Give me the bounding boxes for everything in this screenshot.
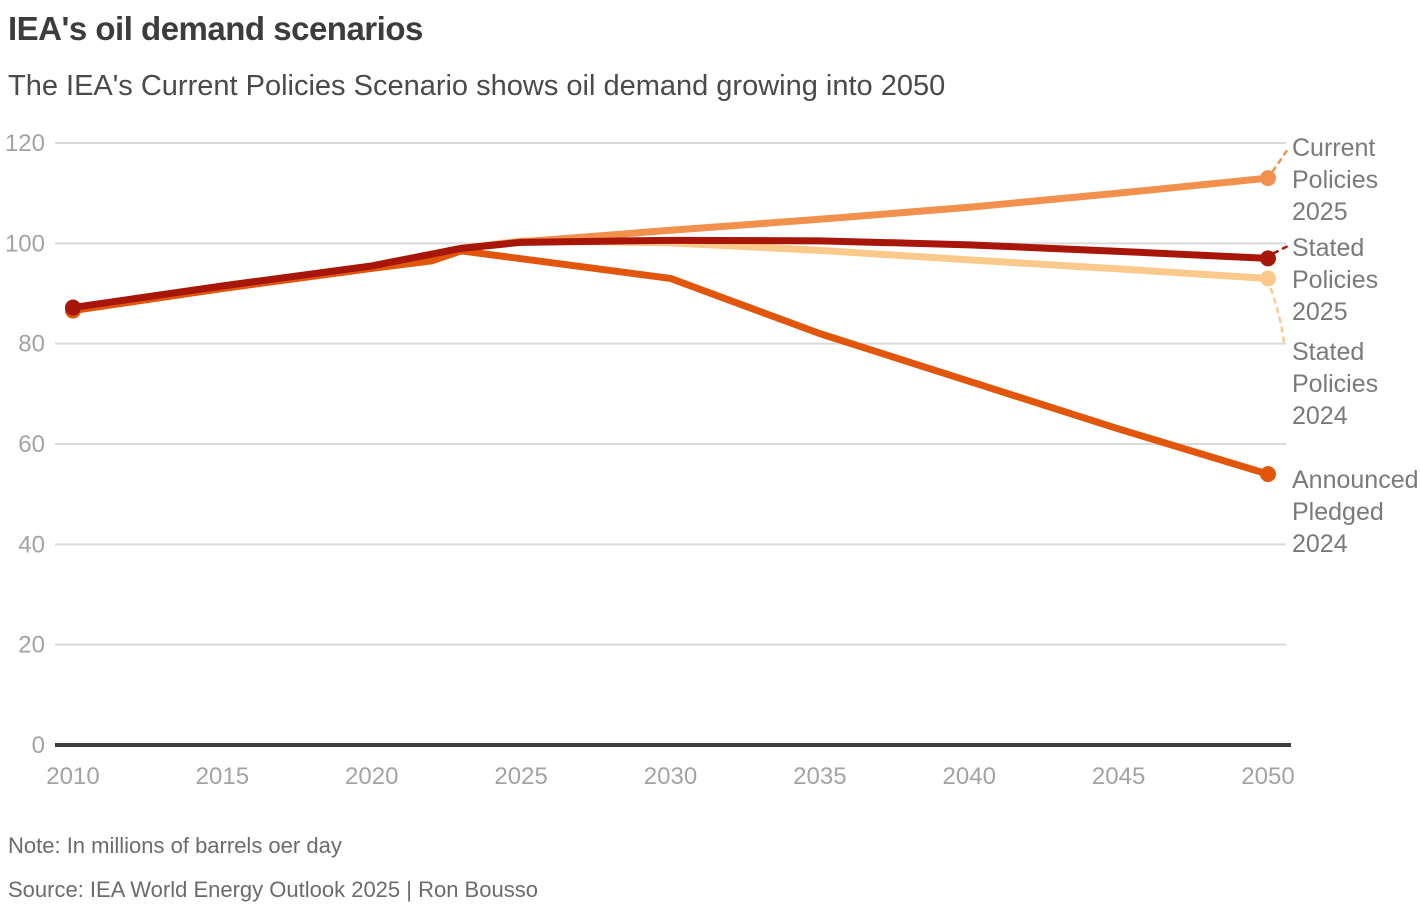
series-label-line: Policies <box>1292 166 1379 194</box>
series-label-line: Policies <box>1292 370 1379 398</box>
x-tick-label-2015: 2015 <box>196 763 249 790</box>
y-tick-label-100: 100 <box>5 230 45 257</box>
series-label-announced-pledged-2024: Announced Pledged 2024 <box>1292 464 1420 560</box>
chart-note: Note: In millions of barrels oer day <box>8 833 342 858</box>
series-label-line: 2024 <box>1292 402 1348 430</box>
series-label-line: 2024 <box>1292 530 1348 558</box>
series-line-stated-policies-2025 <box>72 236 1269 312</box>
series-label-line: 2025 <box>1292 298 1348 326</box>
start-dot <box>65 299 81 316</box>
x-tick-label-2050: 2050 <box>1241 763 1294 790</box>
x-tick-label-2030: 2030 <box>644 763 697 790</box>
x-tick-label-2035: 2035 <box>793 763 846 790</box>
x-tick-label-2040: 2040 <box>943 763 996 790</box>
end-dot-stated-policies-2025 <box>1260 250 1276 267</box>
y-tick-label-120: 120 <box>5 130 45 157</box>
series-label-current-policies-2025: Current Policies 2025 <box>1292 132 1420 228</box>
leader-line-stated-policies-2025 <box>1272 244 1290 255</box>
y-tick-label-80: 80 <box>18 331 45 358</box>
series-label-line: Announced <box>1292 466 1419 494</box>
x-tick-label-2025: 2025 <box>494 763 547 790</box>
leader-line-current-policies-2025 <box>1271 147 1290 173</box>
x-tick-label-2010: 2010 <box>46 763 99 790</box>
series-label-line: Policies <box>1292 266 1379 294</box>
leader-line-stated-policies-2024 <box>1269 287 1286 345</box>
chart-title: IEA's oil demand scenarios <box>8 10 423 47</box>
series-line-stated-policies-2024 <box>460 237 1269 282</box>
end-dot-current-policies-2025 <box>1260 170 1276 187</box>
series-label-line: 2025 <box>1292 198 1348 226</box>
series-label-line: Stated <box>1292 234 1365 262</box>
end-dot-stated-policies-2024 <box>1260 270 1276 287</box>
series-label-line: Current <box>1292 134 1376 162</box>
end-dot-announced-pledged-2024 <box>1260 466 1276 483</box>
series-label-stated-policies-2024: Stated Policies 2024 <box>1292 336 1420 432</box>
x-tick-label-2045: 2045 <box>1092 763 1145 790</box>
y-tick-label-60: 60 <box>18 431 45 458</box>
chart-subtitle: The IEA's Current Policies Scenario show… <box>8 70 946 102</box>
y-tick-label-20: 20 <box>18 632 45 659</box>
series-label-line: Pledged <box>1292 498 1384 526</box>
x-tick-label-2020: 2020 <box>345 763 398 790</box>
series-label-line: Stated <box>1292 338 1365 366</box>
series-label-stated-policies-2025: Stated Policies 2025 <box>1292 232 1420 328</box>
y-tick-label-0: 0 <box>32 732 45 759</box>
chart-source: Source: IEA World Energy Outlook 2025 | … <box>8 877 538 902</box>
y-tick-label-40: 40 <box>18 531 45 558</box>
